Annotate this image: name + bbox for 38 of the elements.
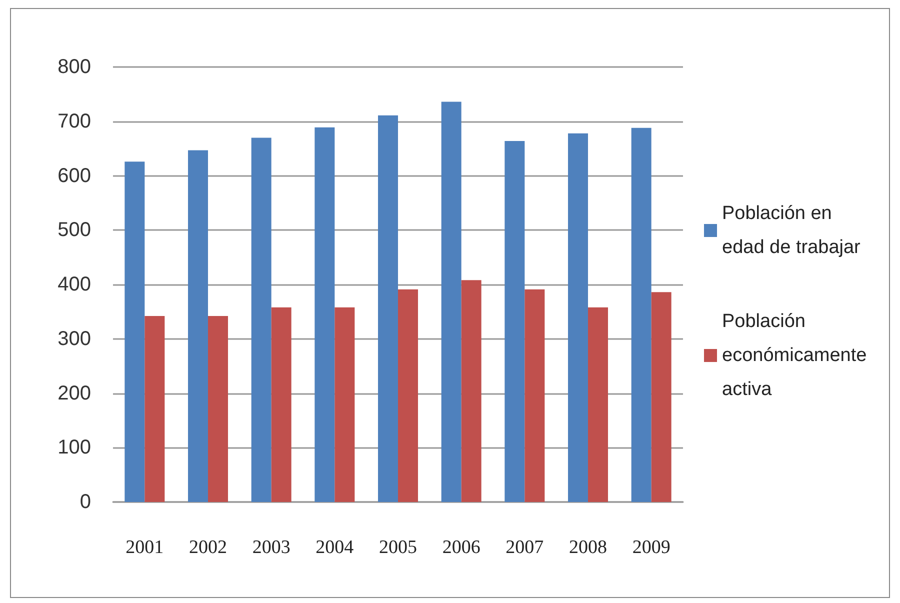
bar — [188, 150, 208, 502]
bar — [378, 115, 398, 502]
x-tick-label: 2008 — [569, 537, 607, 558]
bar — [651, 292, 672, 502]
x-tick-label: 2009 — [632, 537, 670, 558]
bar — [568, 133, 588, 502]
y-tick-label: 800 — [58, 56, 91, 78]
y-tick-label: 100 — [58, 436, 91, 459]
y-tick-label: 700 — [58, 110, 91, 132]
x-tick-label: 2005 — [379, 537, 417, 558]
y-tick-label: 500 — [58, 219, 91, 242]
y-tick-label: 400 — [58, 274, 91, 296]
legend-label: Población en edad de trabajar — [722, 203, 862, 258]
bar — [524, 289, 545, 502]
x-tick-label: 2001 — [126, 537, 164, 558]
bar — [144, 316, 165, 502]
bar — [251, 138, 272, 502]
bar — [504, 140, 525, 502]
x-tick-label: 2007 — [506, 537, 544, 558]
x-tick-label: 2004 — [316, 537, 354, 558]
x-tick-label: 2003 — [252, 537, 290, 558]
x-tick-label: 2002 — [189, 537, 227, 558]
bar — [314, 127, 335, 502]
bar — [461, 280, 482, 502]
x-tick-label: 2006 — [442, 537, 480, 558]
y-tick-label: 200 — [58, 382, 91, 404]
bar — [124, 162, 145, 502]
y-tick-label: 300 — [58, 328, 91, 350]
bar — [588, 307, 608, 502]
bar — [334, 307, 355, 502]
bar — [631, 128, 652, 502]
y-tick-label: 600 — [58, 164, 91, 187]
y-tick-label: 0 — [80, 491, 91, 513]
bar — [271, 307, 292, 502]
bar — [398, 289, 418, 502]
bar — [441, 102, 462, 502]
legend-label: Población económicamente activa — [722, 311, 872, 400]
bar — [208, 316, 228, 502]
